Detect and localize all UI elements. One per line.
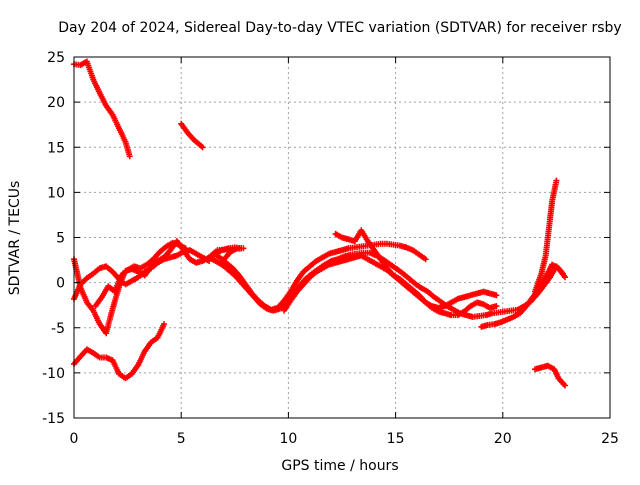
series-trace-wave-5 [478, 261, 568, 330]
series-trace-wave-4 [332, 227, 500, 319]
data-point-marker [493, 292, 500, 299]
y-tick-label: -5 [51, 321, 65, 337]
x-tick-label: 0 [70, 431, 79, 447]
data-point-marker [126, 153, 133, 160]
data-point-marker [562, 274, 568, 281]
x-tick-label: 5 [177, 431, 186, 447]
series-trace-spike-right [532, 177, 560, 295]
y-tick-label: -10 [42, 366, 65, 382]
data-point-marker [553, 177, 560, 184]
series-trace-wave-1 [206, 249, 566, 320]
data-point-marker [199, 144, 206, 151]
x-tick-label: 10 [279, 431, 297, 447]
y-tick-label: 25 [47, 50, 65, 66]
data-series [71, 58, 568, 389]
series-trace-top-left [71, 58, 133, 160]
chart-title: Day 204 of 2024, Sidereal Day-to-day VTE… [58, 20, 621, 36]
x-axis-label: GPS time / hours [281, 458, 398, 474]
y-tick-label: -15 [42, 411, 65, 427]
y-axis-label: SDTVAR / TECUs [7, 181, 23, 296]
series-trace-bottom-right [532, 362, 568, 389]
series-trace-bottom-left [71, 321, 167, 382]
data-point-marker [208, 252, 215, 259]
x-tick-label: 25 [601, 431, 619, 447]
y-tick-label: 20 [47, 95, 65, 111]
y-tick-label: 10 [47, 185, 65, 201]
axis-ticks: -15 -10 -5 0 5 10 15 20 25 0 5 10 15 20 25 [42, 50, 619, 447]
data-point-marker [182, 245, 189, 252]
y-tick-label: 15 [47, 140, 65, 156]
x-tick-label: 15 [387, 431, 405, 447]
series-trace-top-mid [178, 120, 206, 151]
series-trace-left-cluster [208, 245, 247, 263]
x-tick-label: 20 [494, 431, 512, 447]
series-trace-wave-2 [210, 240, 429, 313]
series-trace-main-2 [71, 247, 213, 302]
data-point-marker [493, 303, 500, 310]
data-point-marker [161, 321, 167, 328]
data-point-marker [562, 382, 568, 389]
grid [74, 57, 610, 418]
y-tick-label: 0 [56, 276, 65, 292]
y-tick-label: 5 [56, 231, 65, 247]
data-point-marker [422, 256, 429, 263]
series-trace-main-3 [92, 239, 189, 310]
